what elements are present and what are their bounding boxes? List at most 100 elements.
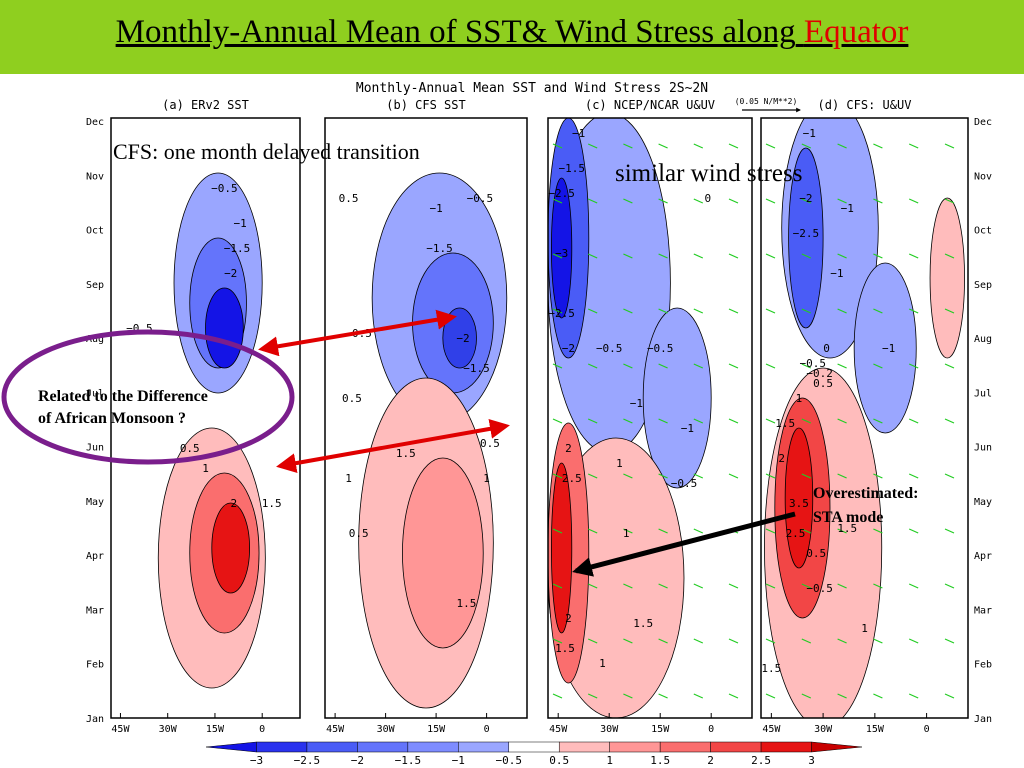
title-main: Monthly-Annual Mean of SST& Wind Stress … — [115, 14, 796, 50]
y-tick-label-left: Mar — [86, 605, 104, 616]
y-tick-label-right: Sep — [974, 280, 992, 291]
contour-region — [642, 307, 712, 489]
panel-fields — [548, 118, 739, 718]
x-tick-label: 0 — [484, 724, 490, 735]
similar-wind-annotation: similar wind stress — [615, 160, 803, 187]
contour-label: −0.5 — [211, 182, 238, 195]
transition-arrow-upper — [258, 309, 457, 357]
contour-label: 1 — [202, 462, 209, 475]
y-tick-label-left: May — [86, 497, 104, 508]
chart-title: Monthly-Annual Mean SST and Wind Stress … — [356, 81, 708, 96]
colorbar-tick-label: 2 — [707, 754, 714, 767]
x-tick-label: 30W — [814, 724, 833, 735]
panel-2: (b) CFS SST45W30W15W00.5−0.5−1−1.5−0.5−2… — [324, 98, 528, 735]
colorbar-cell — [760, 741, 812, 753]
contour-label: −2 — [799, 192, 812, 205]
contour-region — [853, 262, 917, 434]
panel-3: (c) NCEP/NCAR U&UV 45W 30W 15W 0 −1 −1.5 −2.5 0 −… — [547, 98, 753, 735]
contour-label: 1.5 — [761, 662, 781, 675]
panel-frame — [324, 117, 528, 719]
colorbar-cell — [508, 741, 560, 753]
contour-label: −1 — [681, 422, 694, 435]
y-tick-label-right: Feb — [974, 660, 992, 671]
contour-label: 1 — [599, 657, 606, 670]
colorbar-tick-label: 0.5 — [549, 754, 569, 767]
x-tick-label: 45W — [326, 724, 345, 735]
colorbar-cell — [256, 741, 308, 753]
african-monsoon-annotation: Related to the Difference of African Mons… — [38, 386, 208, 430]
y-tick-label-right: Nov — [974, 171, 992, 182]
contour-region — [784, 427, 814, 569]
y-tick-label-right: Oct — [974, 226, 992, 237]
contour-label: 0.5 — [339, 192, 359, 205]
colorbar-cell — [357, 741, 409, 753]
contour-label: −2 — [456, 332, 469, 345]
colorbar-tick-label: −1 — [452, 754, 465, 767]
contour-label: 3.5 — [789, 497, 809, 510]
contour-label: 0 — [823, 342, 830, 355]
y-tick-label-right: Mar — [974, 605, 992, 616]
contour-label: −2 — [224, 267, 237, 280]
sta-mode-annotation: Overestimated: STA mode — [813, 482, 918, 530]
contour-region — [205, 287, 244, 369]
african-monsoon-line2: of African Monsoon ? — [38, 410, 186, 427]
contour-region — [550, 177, 573, 319]
contour-label: 2.5 — [786, 527, 806, 540]
colorbar-tick-label: −0.5 — [496, 754, 523, 767]
panel-frame — [760, 117, 969, 719]
colorbar-tick-label: 1.5 — [650, 754, 670, 767]
colorbar: −3 −2.5 −2 −1.5 −1 −0.5 0.5 1 1.5 2 2.5 3 — [205, 741, 863, 767]
sta-mode-line2: STA mode — [813, 509, 884, 526]
contour-label: −0.5 — [800, 357, 827, 370]
contour-label: −1 — [630, 397, 643, 410]
contour-region — [929, 197, 965, 359]
x-tick-label: 15W — [866, 724, 885, 735]
african-monsoon-ellipse — [1, 329, 295, 465]
x-tick-label: 0 — [259, 724, 265, 735]
contour-region — [402, 457, 484, 649]
y-ticks-right: Dec Nov Oct Sep Aug Jul Jun May Apr Mar Feb Jan — [974, 117, 992, 725]
panel-title: (b) CFS SST — [386, 98, 465, 112]
x-tick-label: 30W — [600, 724, 619, 735]
contour-region — [211, 502, 251, 594]
panel-frame — [110, 117, 301, 719]
x-tick-label: 45W — [549, 724, 568, 735]
panels: (a) ERv2 SST 45W 30W 15W 0 −0.5 −1 −1.5 −2 −0.5 0.… — [110, 98, 969, 735]
colorbar-cell — [710, 741, 762, 753]
y-tick-label-left: Sep — [86, 280, 104, 291]
contour-label: 1 — [483, 472, 490, 485]
title-highlight: Equator — [803, 14, 909, 50]
contour-label: 0 — [704, 192, 711, 205]
african-monsoon-line1: Related to the Difference — [38, 388, 208, 405]
y-tick-label-left: Aug — [86, 334, 104, 345]
contour-label: −0.5 — [671, 477, 698, 490]
contour-label: −0.5 — [467, 192, 494, 205]
y-tick-label-right: Apr — [974, 551, 992, 562]
x-tick-label: 30W — [159, 724, 178, 735]
contour-label: 1.5 — [555, 642, 575, 655]
cfs-delay-annotation: CFS: one month delayed transition — [113, 139, 420, 164]
y-ticks-left: Dec Nov Oct Sep Aug Jul Jun May Apr Mar Feb Jan — [86, 117, 104, 725]
y-tick-label-left: Jun — [86, 443, 104, 454]
contour-label: −1 — [572, 127, 585, 140]
contour-label: 1.5 — [837, 522, 857, 535]
colorbar-cell — [205, 741, 257, 753]
contour-label: 1.5 — [262, 497, 282, 510]
contour-label: −1.5 — [463, 362, 490, 375]
contour-label: 0.5 — [180, 442, 200, 455]
contour-label: 1 — [345, 472, 352, 485]
contour-label: −0.2 — [806, 367, 833, 380]
y-tick-label-left: Jul — [86, 388, 104, 399]
colorbar-cell — [558, 741, 610, 753]
contour-label: −2 — [562, 342, 575, 355]
contour-label: −0.5 — [596, 342, 623, 355]
contour-label: −1.5 — [224, 242, 251, 255]
panel-title: (a) ERv2 SST — [162, 98, 249, 112]
contour-label: 1.5 — [775, 417, 795, 430]
colorbar-tick-label: −1.5 — [395, 754, 422, 767]
x-tick-label: 45W — [762, 724, 781, 735]
y-tick-label-right: Dec — [974, 117, 992, 128]
contour-label: 1 — [616, 457, 623, 470]
colorbar-cell — [811, 741, 863, 753]
contour-label: 2 — [231, 497, 238, 510]
